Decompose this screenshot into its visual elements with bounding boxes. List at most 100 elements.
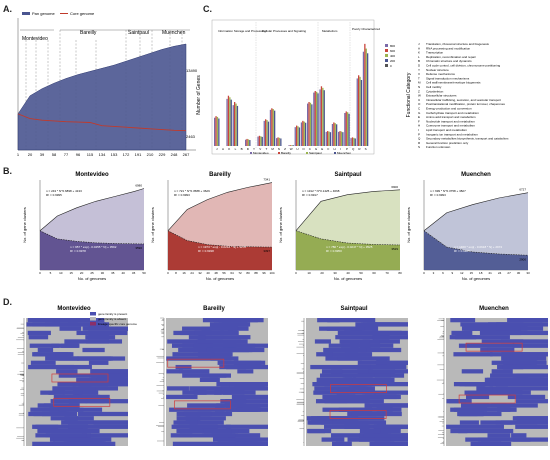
d-present-block	[359, 433, 408, 438]
a-xtick: 134	[99, 152, 106, 157]
b-xtick: 15	[470, 271, 474, 275]
c-cat-desc: Coenzyme transport and metabolism	[426, 124, 476, 128]
group-metabolism: Metabolism	[322, 29, 338, 33]
d-present-block	[316, 352, 333, 357]
d-present-block	[359, 433, 388, 438]
c-bar	[291, 145, 293, 146]
d-present-block	[171, 343, 237, 348]
c-bar	[311, 104, 313, 146]
d-legend-label: gene family is present	[98, 312, 127, 316]
d-present-block	[233, 360, 262, 365]
c-bar	[303, 121, 305, 146]
c-bar	[322, 87, 324, 146]
d-present-block	[369, 403, 408, 408]
d-present-block	[357, 360, 388, 365]
c-cat: G	[315, 147, 318, 151]
d-title: Bareilly	[203, 306, 225, 312]
d-present-block	[216, 382, 268, 387]
b-xtick: 64	[230, 271, 234, 275]
d-title: Montevideo	[57, 306, 91, 312]
b-xtick: 6	[442, 271, 444, 275]
c-cat-letter: R	[418, 141, 421, 145]
d-present-block	[188, 335, 206, 340]
d-present-block	[324, 386, 375, 391]
d-present-block	[218, 318, 258, 323]
b-core-end: 3397	[263, 249, 270, 253]
c-bar	[249, 140, 251, 146]
a-xtick: 229	[159, 152, 166, 157]
d-present-block	[172, 441, 221, 446]
b-xtick: 30	[333, 271, 337, 275]
d-present-block	[515, 424, 548, 429]
c-cat-letter: O	[418, 102, 421, 106]
c-legend-swatch	[306, 152, 308, 154]
b-xtick: 35	[111, 271, 115, 275]
a-xtick: 39	[40, 152, 45, 157]
c-bar	[350, 138, 352, 146]
d-present-block	[351, 382, 408, 387]
d-present-block	[361, 322, 408, 327]
d-present-block	[226, 364, 247, 370]
d-present-block	[312, 382, 360, 387]
b-r-core: R² = 0.9938	[198, 249, 214, 253]
d-present-block	[183, 411, 212, 417]
c-bar	[289, 145, 292, 146]
c-bar	[317, 93, 319, 146]
d-present-block	[49, 437, 94, 442]
d-absent-bg	[446, 318, 548, 446]
d-present-block	[219, 364, 268, 370]
c-cat-desc: Defense mechanisms	[426, 72, 455, 76]
c-cat-desc: Cytoskeleton	[426, 89, 444, 93]
d-present-block	[360, 347, 402, 353]
d-present-block	[170, 433, 193, 438]
b-xlabel: No. of genomes	[206, 276, 234, 281]
d-present-block	[211, 352, 231, 357]
d-present-block	[49, 407, 67, 412]
d-present-block	[68, 399, 105, 404]
d-present-block	[68, 424, 128, 429]
b-eq-core: n = 957 * exp[ - 0.0455 * N] + 3592	[70, 245, 117, 249]
c-bar	[328, 131, 330, 146]
d-present-block	[463, 326, 513, 331]
d-present-block	[50, 399, 88, 404]
a-xtick: 267	[183, 152, 190, 157]
d-present-block	[182, 343, 214, 348]
d-present-block	[175, 364, 192, 370]
d-present-block	[464, 382, 486, 387]
c-bar	[265, 119, 267, 146]
c-cat-desc: Cell cycle control, cell division, chrom…	[426, 64, 501, 68]
c-bar	[218, 118, 220, 146]
d-present-block	[32, 352, 69, 357]
c-scale-label: 200	[390, 59, 395, 63]
c-bar	[294, 127, 296, 146]
d-present-block	[316, 416, 359, 421]
b-xtick: 25	[90, 271, 94, 275]
d-core-box	[458, 394, 516, 404]
d-present-block	[458, 411, 484, 417]
d-present-block	[465, 437, 491, 442]
d-present-block	[476, 386, 493, 391]
d-present-block	[512, 416, 548, 421]
d-present-block	[166, 394, 198, 400]
b-xtick: 10	[59, 271, 63, 275]
d-present-block	[330, 399, 348, 404]
c-bar	[307, 103, 309, 146]
b-xtick: 80	[246, 271, 250, 275]
d-present-block	[176, 416, 201, 421]
b-xtick: 0	[295, 271, 297, 275]
b-xtick: 30	[517, 271, 521, 275]
c-cat-letter: Q	[418, 137, 421, 141]
d-present-block	[480, 347, 515, 353]
c-bar	[364, 43, 366, 146]
d-present-block	[337, 330, 362, 336]
d-present-block	[479, 330, 522, 336]
c-bar	[338, 131, 340, 146]
d-present-block	[86, 339, 109, 344]
d-present-block	[182, 326, 238, 331]
d-present-block	[511, 433, 527, 438]
d-present-block	[167, 339, 223, 344]
d-present-block	[459, 411, 478, 417]
b-chart-1: Bareilly No. of gene clusters No. of genom…	[150, 172, 275, 281]
b-ylabel: No. of gene clusters	[406, 207, 411, 243]
d-present-block	[511, 360, 532, 365]
